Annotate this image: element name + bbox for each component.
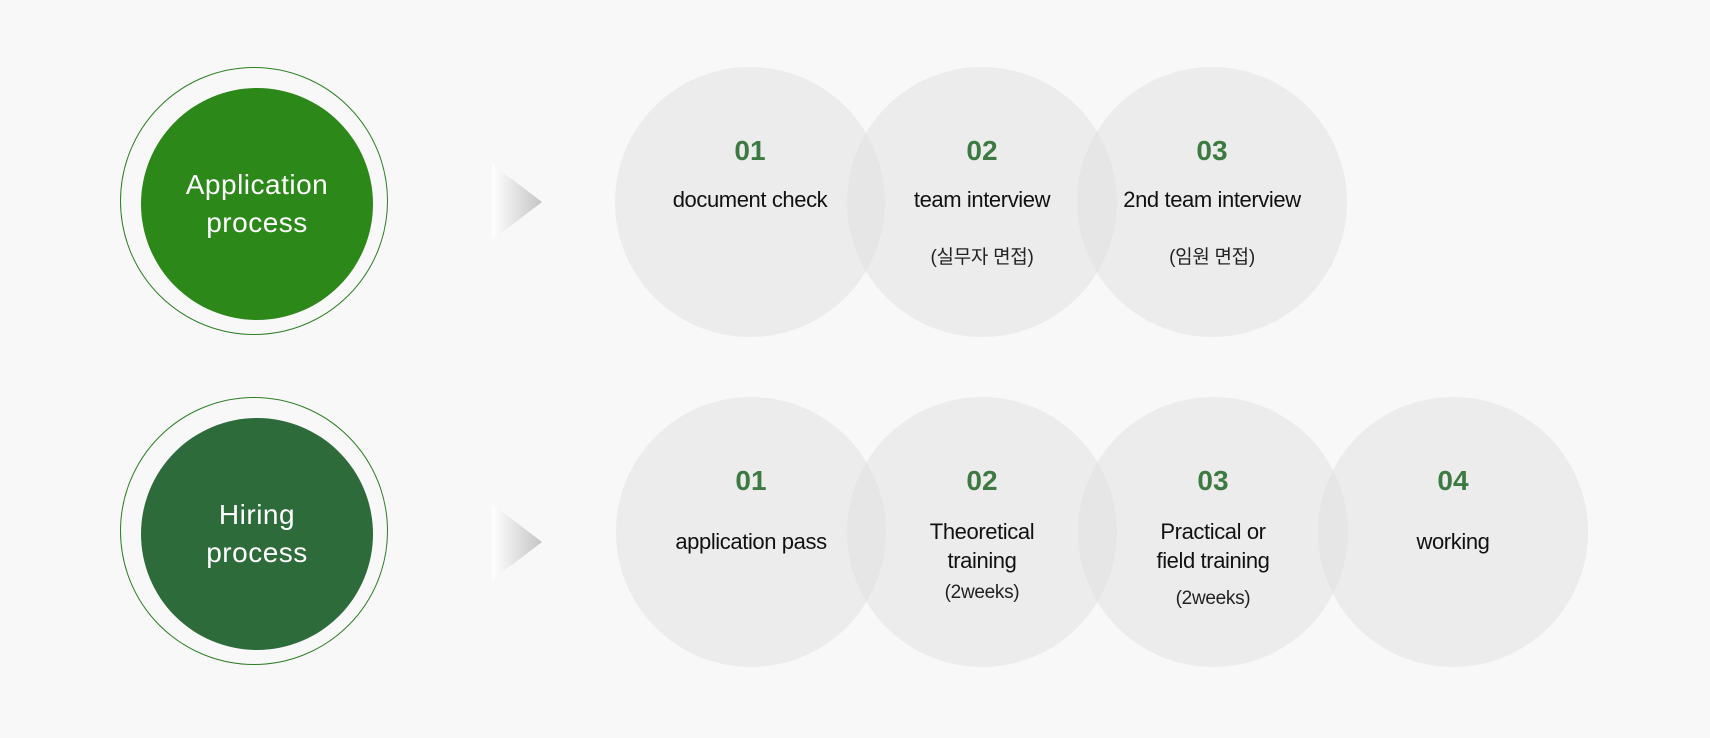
step-title: team interview bbox=[913, 187, 1051, 212]
application-step-3: 03 2nd team interview (임원 면접) bbox=[1077, 67, 1347, 337]
hiring-step-4: 04 working bbox=[1318, 397, 1588, 667]
step-number: 03 bbox=[1196, 135, 1228, 166]
step-title: application pass bbox=[675, 529, 827, 554]
application-step-1: 01 document check bbox=[615, 67, 885, 337]
step-title: document check bbox=[672, 187, 828, 212]
hiring-process-circle: Hiring process bbox=[141, 418, 373, 650]
step-number: 01 bbox=[735, 465, 767, 496]
step-subtitle: (2weeks) bbox=[1175, 588, 1251, 609]
arrow-right-icon bbox=[492, 164, 542, 240]
step-number: 02 bbox=[966, 135, 998, 166]
hiring-step-3: 03 Practical or field training (2weeks) bbox=[1078, 397, 1348, 667]
step-number: 02 bbox=[966, 465, 998, 496]
step-title: working bbox=[1416, 529, 1490, 554]
application-process-row: Application process 01 document check 02… bbox=[0, 64, 1710, 344]
hiring-process-ring bbox=[120, 397, 388, 665]
application-process-circle: Application process bbox=[141, 88, 373, 320]
application-process-label: Application process bbox=[185, 169, 329, 238]
application-step-2: 02 team interview (실무자 면접) bbox=[847, 67, 1117, 337]
step-number: 01 bbox=[734, 135, 766, 166]
hiring-process-row: Hiring process 01 application pass 02 Th… bbox=[0, 394, 1710, 674]
step-subtitle: (2weeks) bbox=[944, 582, 1020, 603]
hiring-step-2: 02 Theoretical training (2weeks) bbox=[847, 397, 1117, 667]
step-subtitle: (임원 면접) bbox=[1169, 247, 1255, 268]
arrow-right-icon bbox=[492, 504, 542, 580]
application-process-ring bbox=[120, 67, 388, 335]
hiring-step-1: 01 application pass bbox=[616, 397, 886, 667]
step-title: 2nd team interview bbox=[1123, 187, 1301, 212]
hiring-process-label: Hiring process bbox=[206, 499, 308, 568]
step-title: Practical or field training bbox=[1156, 519, 1270, 573]
step-title: Theoretical training bbox=[929, 519, 1035, 573]
step-subtitle: (실무자 면접) bbox=[930, 247, 1034, 268]
step-number: 03 bbox=[1197, 465, 1229, 496]
step-number: 04 bbox=[1437, 465, 1469, 496]
